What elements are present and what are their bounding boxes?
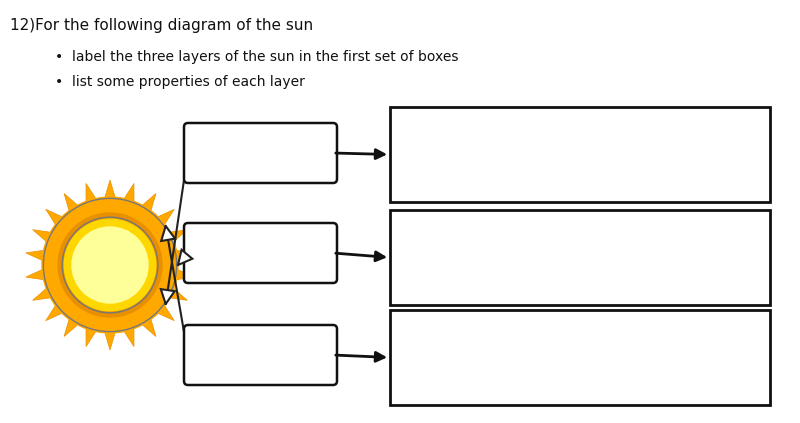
Circle shape — [58, 213, 162, 317]
Polygon shape — [26, 180, 194, 350]
Circle shape — [64, 219, 156, 311]
Bar — [390, 210, 770, 305]
Polygon shape — [161, 289, 174, 304]
Polygon shape — [178, 250, 192, 265]
FancyBboxPatch shape — [184, 123, 337, 183]
Bar — [390, 107, 770, 202]
Text: 12)For the following diagram of the sun: 12)For the following diagram of the sun — [10, 18, 313, 33]
FancyBboxPatch shape — [184, 223, 337, 283]
Circle shape — [42, 197, 178, 333]
Text: •  label the three layers of the sun in the first set of boxes: • label the three layers of the sun in t… — [55, 50, 458, 64]
FancyBboxPatch shape — [184, 325, 337, 385]
Text: •  list some properties of each layer: • list some properties of each layer — [55, 75, 305, 89]
Polygon shape — [161, 226, 175, 241]
Circle shape — [72, 227, 148, 303]
Bar — [390, 310, 770, 405]
